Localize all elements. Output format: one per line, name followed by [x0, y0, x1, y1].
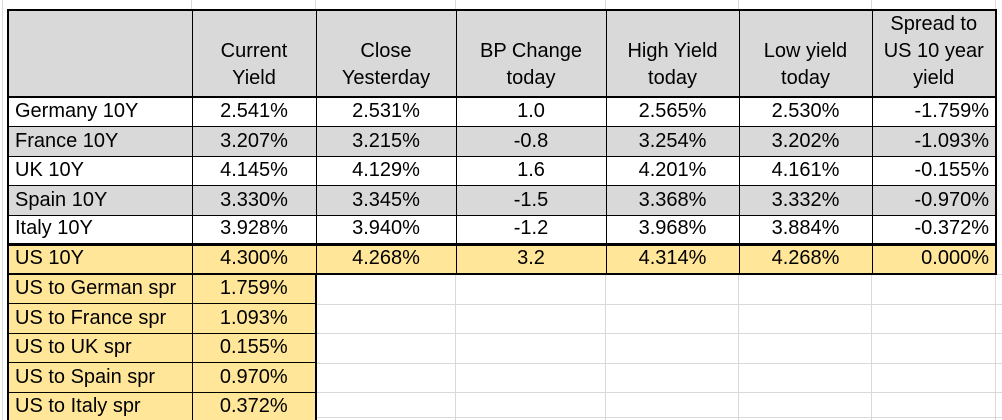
table-cell[interactable]: 0.155% — [191, 332, 317, 363]
table-row-germany: Germany 10Y 2.541% 2.531% 1.0 2.565% 2.5… — [7, 96, 997, 127]
sheet-gridline — [317, 392, 1002, 393]
table-cell[interactable]: 0.372% — [191, 391, 317, 420]
table-cell[interactable]: -1.2 — [455, 214, 607, 245]
table-cell[interactable]: 2.565% — [605, 96, 740, 127]
row-label[interactable]: Italy 10Y — [7, 214, 193, 245]
row-label[interactable]: US to France spr — [7, 303, 193, 334]
table-row-us-uk-spread: US to UK spr 0.155% — [7, 332, 996, 363]
sheet-gridline — [317, 303, 1002, 305]
column-header-low-yield[interactable]: Low yield today — [738, 9, 873, 98]
column-header-high-yield[interactable]: High Yield today — [605, 9, 740, 98]
table-cell[interactable]: 4.314% — [605, 243, 740, 275]
table-row-uk: UK 10Y 4.145% 4.129% 1.6 4.201% 4.161% -… — [7, 155, 997, 186]
table-row-us-italy-spread: US to Italy spr 0.372% — [7, 391, 996, 420]
table-row-italy: Italy 10Y 3.928% 3.940% -1.2 3.968% 3.88… — [7, 214, 997, 245]
table-cell[interactable]: 1.6 — [455, 155, 607, 186]
table-cell[interactable]: 4.201% — [605, 155, 740, 186]
row-label[interactable]: Germany 10Y — [7, 96, 193, 127]
sheet-gridline — [317, 362, 1002, 364]
table-cell[interactable]: -0.970% — [871, 185, 997, 216]
table-cell[interactable]: 2.541% — [191, 96, 317, 127]
empty-sheet-cells[interactable] — [316, 304, 996, 334]
table-cell[interactable]: 4.268% — [738, 243, 873, 275]
table-cell[interactable]: 4.145% — [191, 155, 317, 186]
table-cell[interactable]: 3.345% — [315, 185, 457, 216]
column-header-close-yesterday[interactable]: Close Yesterday — [315, 9, 457, 98]
table-cell[interactable]: 3.928% — [191, 214, 317, 245]
row-label[interactable]: France 10Y — [7, 126, 193, 157]
row-label[interactable]: US to German spr — [7, 273, 193, 304]
table-cell[interactable]: -1.093% — [871, 126, 997, 157]
empty-sheet-cells[interactable] — [316, 274, 996, 304]
empty-sheet-cells[interactable] — [316, 333, 996, 363]
table-row-us-france-spread: US to France spr 1.093% — [7, 303, 996, 334]
sheet-gridline — [317, 333, 1002, 334]
row-label[interactable]: Spain 10Y — [7, 185, 193, 216]
table-cell[interactable]: 4.161% — [738, 155, 873, 186]
table-cell[interactable]: 3.940% — [315, 214, 457, 245]
bond-yield-table: Current Yield Close Yesterday BP Change … — [7, 9, 997, 420]
table-cell[interactable]: 3.202% — [738, 126, 873, 157]
sheet-gridline — [317, 417, 1002, 418]
row-label[interactable]: US to UK spr — [7, 332, 193, 363]
table-cell[interactable]: 3.368% — [605, 185, 740, 216]
table-cell[interactable]: 4.129% — [315, 155, 457, 186]
empty-sheet-cells[interactable] — [316, 392, 996, 420]
table-cell[interactable]: 4.300% — [191, 243, 317, 275]
column-header-blank[interactable] — [7, 9, 193, 98]
table-cell[interactable]: 3.330% — [191, 185, 317, 216]
table-cell[interactable]: 3.884% — [738, 214, 873, 245]
table-cell[interactable]: 3.207% — [191, 126, 317, 157]
table-row-us: US 10Y 4.300% 4.268% 3.2 4.314% 4.268% 0… — [7, 243, 997, 275]
table-cell[interactable]: 2.530% — [738, 96, 873, 127]
table-cell[interactable]: 4.268% — [315, 243, 457, 275]
row-label[interactable]: US 10Y — [7, 243, 193, 275]
table-cell[interactable]: 1.0 — [455, 96, 607, 127]
table-cell[interactable]: 0.000% — [871, 243, 997, 275]
table-cell[interactable]: -1.5 — [455, 185, 607, 216]
sheet-gridline — [2, 0, 3, 420]
row-label[interactable]: US to Spain spr — [7, 362, 193, 393]
table-row-us-spain-spread: US to Spain spr 0.970% — [7, 362, 996, 393]
table-row-france: France 10Y 3.207% 3.215% -0.8 3.254% 3.2… — [7, 126, 997, 157]
header-row: Current Yield Close Yesterday BP Change … — [7, 9, 997, 98]
table-cell[interactable]: 1.759% — [191, 273, 317, 304]
table-cell[interactable]: 1.093% — [191, 303, 317, 334]
column-header-current-yield[interactable]: Current Yield — [191, 9, 317, 98]
table-cell[interactable]: 3.968% — [605, 214, 740, 245]
table-cell[interactable]: 0.970% — [191, 362, 317, 393]
empty-sheet-cells[interactable] — [316, 363, 996, 393]
column-header-spread[interactable]: Spread to US 10 year yield — [871, 9, 997, 98]
table-cell[interactable]: -0.372% — [871, 214, 997, 245]
column-header-bp-change[interactable]: BP Change today — [455, 9, 607, 98]
table-cell[interactable]: 2.531% — [315, 96, 457, 127]
row-label[interactable]: US to Italy spr — [7, 391, 193, 420]
table-cell[interactable]: 3.254% — [605, 126, 740, 157]
row-label[interactable]: UK 10Y — [7, 155, 193, 186]
table-cell[interactable]: 3.2 — [455, 243, 607, 275]
table-row-spain: Spain 10Y 3.330% 3.345% -1.5 3.368% 3.33… — [7, 185, 997, 216]
table-cell[interactable]: 3.332% — [738, 185, 873, 216]
table-cell[interactable]: -0.8 — [455, 126, 607, 157]
table-row-us-german-spread: US to German spr 1.759% — [7, 273, 996, 304]
table-cell[interactable]: 3.215% — [315, 126, 457, 157]
sheet-gridline — [317, 274, 1002, 275]
table-cell[interactable]: -1.759% — [871, 96, 997, 127]
table-cell[interactable]: -0.155% — [871, 155, 997, 186]
